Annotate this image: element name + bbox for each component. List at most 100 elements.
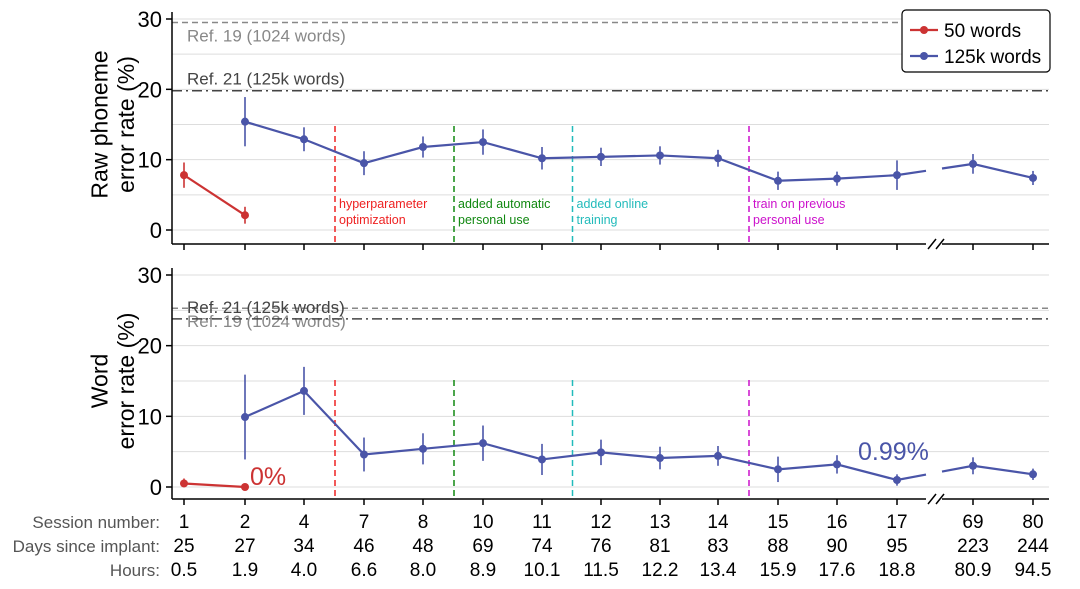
data-point xyxy=(656,454,664,463)
days-since-implant-value: 95 xyxy=(886,536,907,557)
data-point xyxy=(969,461,977,470)
annotation-text: optimization xyxy=(339,213,406,227)
hours-value: 11.5 xyxy=(583,560,619,581)
data-point xyxy=(180,479,188,488)
reference-label: Ref. 21 (125k words) xyxy=(187,298,345,317)
annotation-text: added automatic xyxy=(458,197,550,211)
axis-break-mark xyxy=(935,493,945,505)
series-50-words xyxy=(180,162,249,224)
legend-label: 50 words xyxy=(944,21,1021,42)
legend-label: 125k words xyxy=(944,47,1041,68)
value-label: 0.99% xyxy=(858,438,929,466)
series-125k-words xyxy=(241,366,1037,486)
hours-value: 10.1 xyxy=(524,560,561,581)
session-number-value: 1 xyxy=(179,512,190,533)
session-number-value: 16 xyxy=(826,512,847,533)
y-tick-label: 30 xyxy=(138,7,162,32)
days-since-implant-value: 27 xyxy=(234,536,255,557)
days-since-implant-value: 76 xyxy=(590,536,611,557)
days-since-implant-value: 48 xyxy=(412,536,433,557)
data-point xyxy=(360,450,368,459)
data-point xyxy=(714,451,722,460)
y-axis-label-line: error rate (%) xyxy=(113,313,139,450)
session-number-value: 17 xyxy=(886,512,907,533)
days-since-implant-label: Days since implant: xyxy=(13,537,160,556)
series-125k-words xyxy=(241,97,1037,190)
data-point xyxy=(833,174,841,183)
data-point xyxy=(774,176,782,185)
data-point xyxy=(893,171,901,180)
data-point xyxy=(241,211,249,220)
data-point xyxy=(893,476,901,485)
session-table: Session number: 1 2 4 7 8 10 11 12 13 14 15 16 17 69 80… xyxy=(13,512,1052,581)
hours-value: 8.0 xyxy=(410,560,436,581)
data-point xyxy=(360,159,368,168)
reference-label: Ref. 19 (1024 words) xyxy=(187,312,346,331)
annotation-text: hyperparameter xyxy=(339,197,427,211)
data-point xyxy=(714,154,722,163)
legend-swatch-marker xyxy=(920,52,928,60)
session-number-value: 69 xyxy=(962,512,983,533)
y-tick-label: 20 xyxy=(138,334,162,359)
days-since-implant-value: 25 xyxy=(173,536,194,557)
session-number-value: 14 xyxy=(707,512,729,533)
session-number-value: 11 xyxy=(532,512,552,533)
data-point xyxy=(180,171,188,180)
y-tick-label: 30 xyxy=(138,263,162,288)
hours-value: 4.0 xyxy=(291,560,317,581)
y-tick-label: 0 xyxy=(150,218,162,243)
hours-value: 15.9 xyxy=(760,560,797,581)
y-axis-label: Raw phonemeerror rate (%) xyxy=(87,50,139,198)
axis-break-mark xyxy=(935,238,945,250)
days-since-implant-value: 81 xyxy=(649,536,670,557)
y-axis-label-line: error rate (%) xyxy=(113,56,139,193)
data-point xyxy=(300,386,308,395)
panels: Ref. 19 (1024 words)Ref. 21 (125k words)… xyxy=(87,7,1051,505)
data-point xyxy=(479,439,487,448)
session-number-value: 7 xyxy=(359,512,370,533)
session-number-value: 4 xyxy=(299,512,310,533)
hours-value: 8.9 xyxy=(470,560,496,581)
reference-label: Ref. 19 (1024 words) xyxy=(187,27,346,46)
series-line xyxy=(183,174,246,217)
hours-value: 80.9 xyxy=(955,560,992,581)
days-since-implant-value: 46 xyxy=(353,536,374,557)
y-axis-label: Worderror rate (%) xyxy=(87,313,139,450)
hours-value: 1.9 xyxy=(232,560,258,581)
data-point xyxy=(241,117,249,126)
hours-value: 12.2 xyxy=(642,560,679,581)
data-point xyxy=(774,465,782,474)
hours-value: 94.5 xyxy=(1015,560,1052,581)
hours-value: 6.6 xyxy=(351,560,377,581)
reference-label: Ref. 21 (125k words) xyxy=(187,70,345,89)
data-point xyxy=(656,151,664,160)
data-point xyxy=(597,152,605,161)
y-tick-label: 0 xyxy=(150,475,162,500)
data-point xyxy=(969,159,977,168)
session-number-value: 15 xyxy=(767,512,788,533)
annotation-text: training xyxy=(577,213,618,227)
session-number-value: 13 xyxy=(649,512,670,533)
y-tick-label: 20 xyxy=(138,77,162,102)
days-since-implant-value: 244 xyxy=(1017,536,1049,557)
hours-value: 17.6 xyxy=(819,560,856,581)
y-axis-label-line: Word xyxy=(87,354,113,409)
chart-panel-1: Ref. 19 (1024 words) Ref. 21 (125k words)… xyxy=(87,7,1051,250)
session-number-value: 2 xyxy=(240,512,251,533)
data-point xyxy=(1029,470,1037,479)
hours-label: Hours: xyxy=(110,561,160,580)
session-number-value: 8 xyxy=(418,512,429,533)
legend-box xyxy=(901,9,1051,73)
axis-break-mark xyxy=(927,238,937,250)
data-point xyxy=(597,448,605,457)
data-point xyxy=(538,455,546,464)
hours-value: 0.5 xyxy=(171,560,197,581)
session-number-value: 12 xyxy=(590,512,611,533)
annotation-text: added online xyxy=(577,197,649,211)
data-point xyxy=(241,413,249,422)
data-point xyxy=(300,135,308,144)
axis-break-mark xyxy=(927,493,937,505)
hours-value: 18.8 xyxy=(879,560,916,581)
annotation-text: train on previous xyxy=(753,197,845,211)
value-label: 0% xyxy=(250,463,286,491)
